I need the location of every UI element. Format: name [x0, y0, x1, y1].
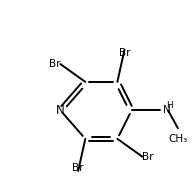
Text: Br: Br — [72, 163, 84, 173]
Text: CH₃: CH₃ — [168, 134, 188, 143]
Text: Br: Br — [119, 48, 130, 58]
Text: N: N — [56, 104, 65, 117]
Text: Br: Br — [142, 152, 154, 162]
Text: H: H — [166, 101, 173, 111]
Text: Br: Br — [49, 59, 60, 69]
Text: N: N — [163, 105, 170, 115]
